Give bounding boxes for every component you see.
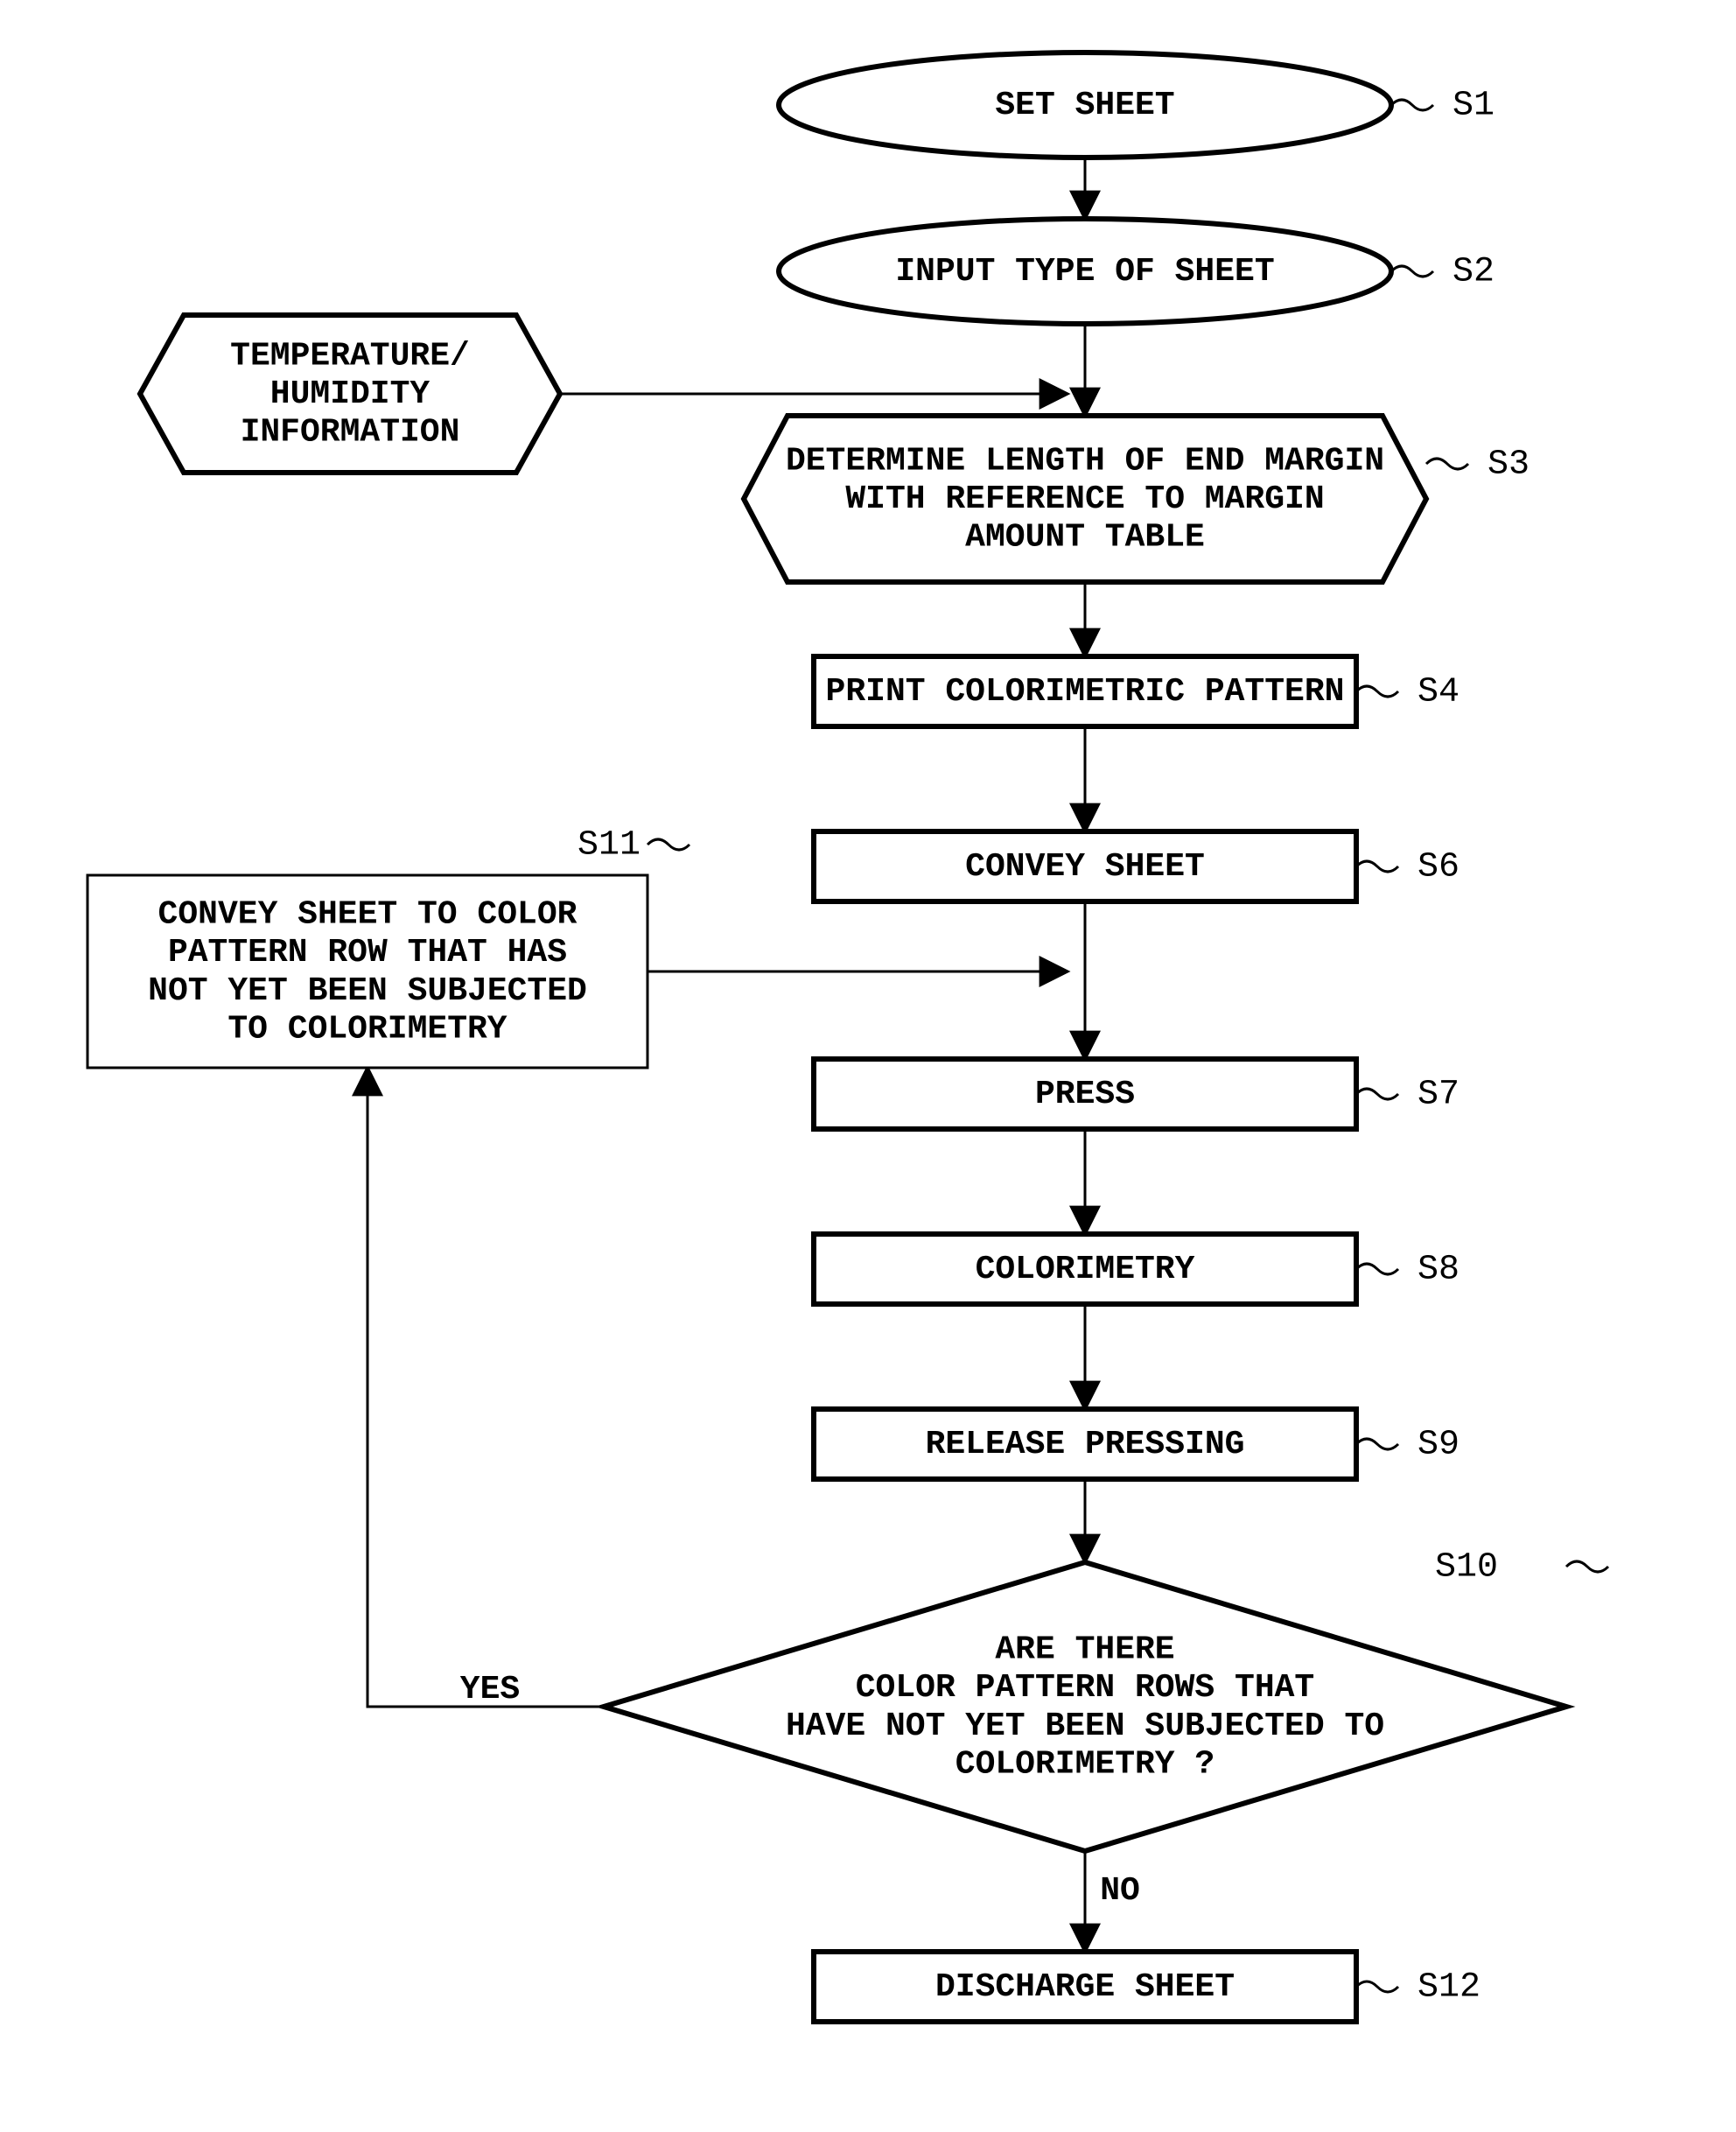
step-label-s6: S6: [1356, 848, 1460, 887]
step-label-s12: S12: [1356, 1968, 1480, 2008]
svg-text:S1: S1: [1452, 87, 1494, 126]
node-s6: CONVEY SHEET: [814, 831, 1356, 901]
svg-text:S10: S10: [1435, 1548, 1498, 1588]
step-label-s11: S11: [578, 826, 690, 866]
step-label-s1: S1: [1391, 87, 1494, 126]
node-s8: COLORIMETRY: [814, 1234, 1356, 1304]
svg-text:S3: S3: [1488, 445, 1530, 485]
step-label-s3: S3: [1426, 445, 1530, 485]
node-s2: INPUT TYPE OF SHEET: [779, 219, 1391, 324]
node-s10: ARE THERECOLOR PATTERN ROWS THATHAVE NOT…: [604, 1562, 1566, 1851]
svg-text:DISCHARGE SHEET: DISCHARGE SHEET: [935, 1968, 1235, 2006]
svg-text:S7: S7: [1418, 1076, 1460, 1115]
flowchart: NO YES SET SHEET INPUT TYPE OF SHEET TEMPER…: [0, 0, 1736, 2132]
svg-text:TEMPERATURE/: TEMPERATURE/: [230, 337, 470, 375]
svg-text:NO: NO: [1100, 1872, 1140, 1910]
svg-text:NOT YET BEEN SUBJECTED: NOT YET BEEN SUBJECTED: [148, 972, 587, 1010]
svg-text:ARE THERE: ARE THERE: [995, 1631, 1174, 1668]
step-label-s10: S10: [1435, 1548, 1608, 1588]
node-s9: RELEASE PRESSING: [814, 1409, 1356, 1479]
node-s12: DISCHARGE SHEET: [814, 1952, 1356, 2022]
svg-text:PATTERN ROW THAT HAS: PATTERN ROW THAT HAS: [168, 934, 567, 971]
step-label-s4: S4: [1356, 673, 1460, 712]
node-s7: PRESS: [814, 1059, 1356, 1129]
svg-text:COLOR PATTERN ROWS THAT: COLOR PATTERN ROWS THAT: [856, 1669, 1315, 1707]
svg-text:CONVEY SHEET: CONVEY SHEET: [965, 848, 1205, 886]
svg-text:SET SHEET: SET SHEET: [995, 87, 1174, 124]
svg-text:TO COLORIMETRY: TO COLORIMETRY: [228, 1011, 507, 1048]
svg-text:WITH REFERENCE TO MARGIN: WITH REFERENCE TO MARGIN: [845, 480, 1324, 518]
step-label-s2: S2: [1391, 253, 1494, 292]
step-label-s8: S8: [1356, 1251, 1460, 1290]
node-s11: CONVEY SHEET TO COLORPATTERN ROW THAT HA…: [88, 875, 648, 1068]
svg-text:PRESS: PRESS: [1035, 1076, 1135, 1113]
svg-text:HAVE NOT YET BEEN SUBJECTED TO: HAVE NOT YET BEEN SUBJECTED TO: [786, 1708, 1384, 1745]
svg-text:S12: S12: [1418, 1968, 1480, 2008]
svg-text:HUMIDITY: HUMIDITY: [270, 375, 430, 413]
svg-text:S2: S2: [1452, 253, 1494, 292]
svg-text:S6: S6: [1418, 848, 1460, 887]
svg-text:INFORMATION: INFORMATION: [241, 414, 460, 452]
svg-text:YES: YES: [460, 1671, 520, 1708]
node-s1: SET SHEET: [779, 53, 1391, 158]
svg-text:COLORIMETRY ?: COLORIMETRY ?: [956, 1746, 1214, 1784]
svg-text:DETERMINE LENGTH OF END MARGIN: DETERMINE LENGTH OF END MARGIN: [786, 442, 1384, 480]
node-s3: DETERMINE LENGTH OF END MARGINWITH REFER…: [744, 416, 1426, 582]
svg-text:CONVEY SHEET TO COLOR: CONVEY SHEET TO COLOR: [158, 895, 578, 933]
svg-text:RELEASE PRESSING: RELEASE PRESSING: [926, 1426, 1245, 1463]
svg-text:S8: S8: [1418, 1251, 1460, 1290]
svg-text:PRINT COLORIMETRIC PATTERN: PRINT COLORIMETRIC PATTERN: [826, 673, 1345, 711]
step-label-s9: S9: [1356, 1426, 1460, 1465]
svg-text:S9: S9: [1418, 1426, 1460, 1465]
svg-text:COLORIMETRY: COLORIMETRY: [976, 1251, 1195, 1288]
node-env: TEMPERATURE/HUMIDITYINFORMATION: [140, 315, 560, 473]
svg-text:S11: S11: [578, 826, 640, 866]
svg-text:AMOUNT TABLE: AMOUNT TABLE: [965, 519, 1205, 557]
svg-text:INPUT TYPE OF SHEET: INPUT TYPE OF SHEET: [895, 253, 1274, 291]
svg-text:S4: S4: [1418, 673, 1460, 712]
node-s4: PRINT COLORIMETRIC PATTERN: [814, 656, 1356, 726]
step-label-s7: S7: [1356, 1076, 1460, 1115]
